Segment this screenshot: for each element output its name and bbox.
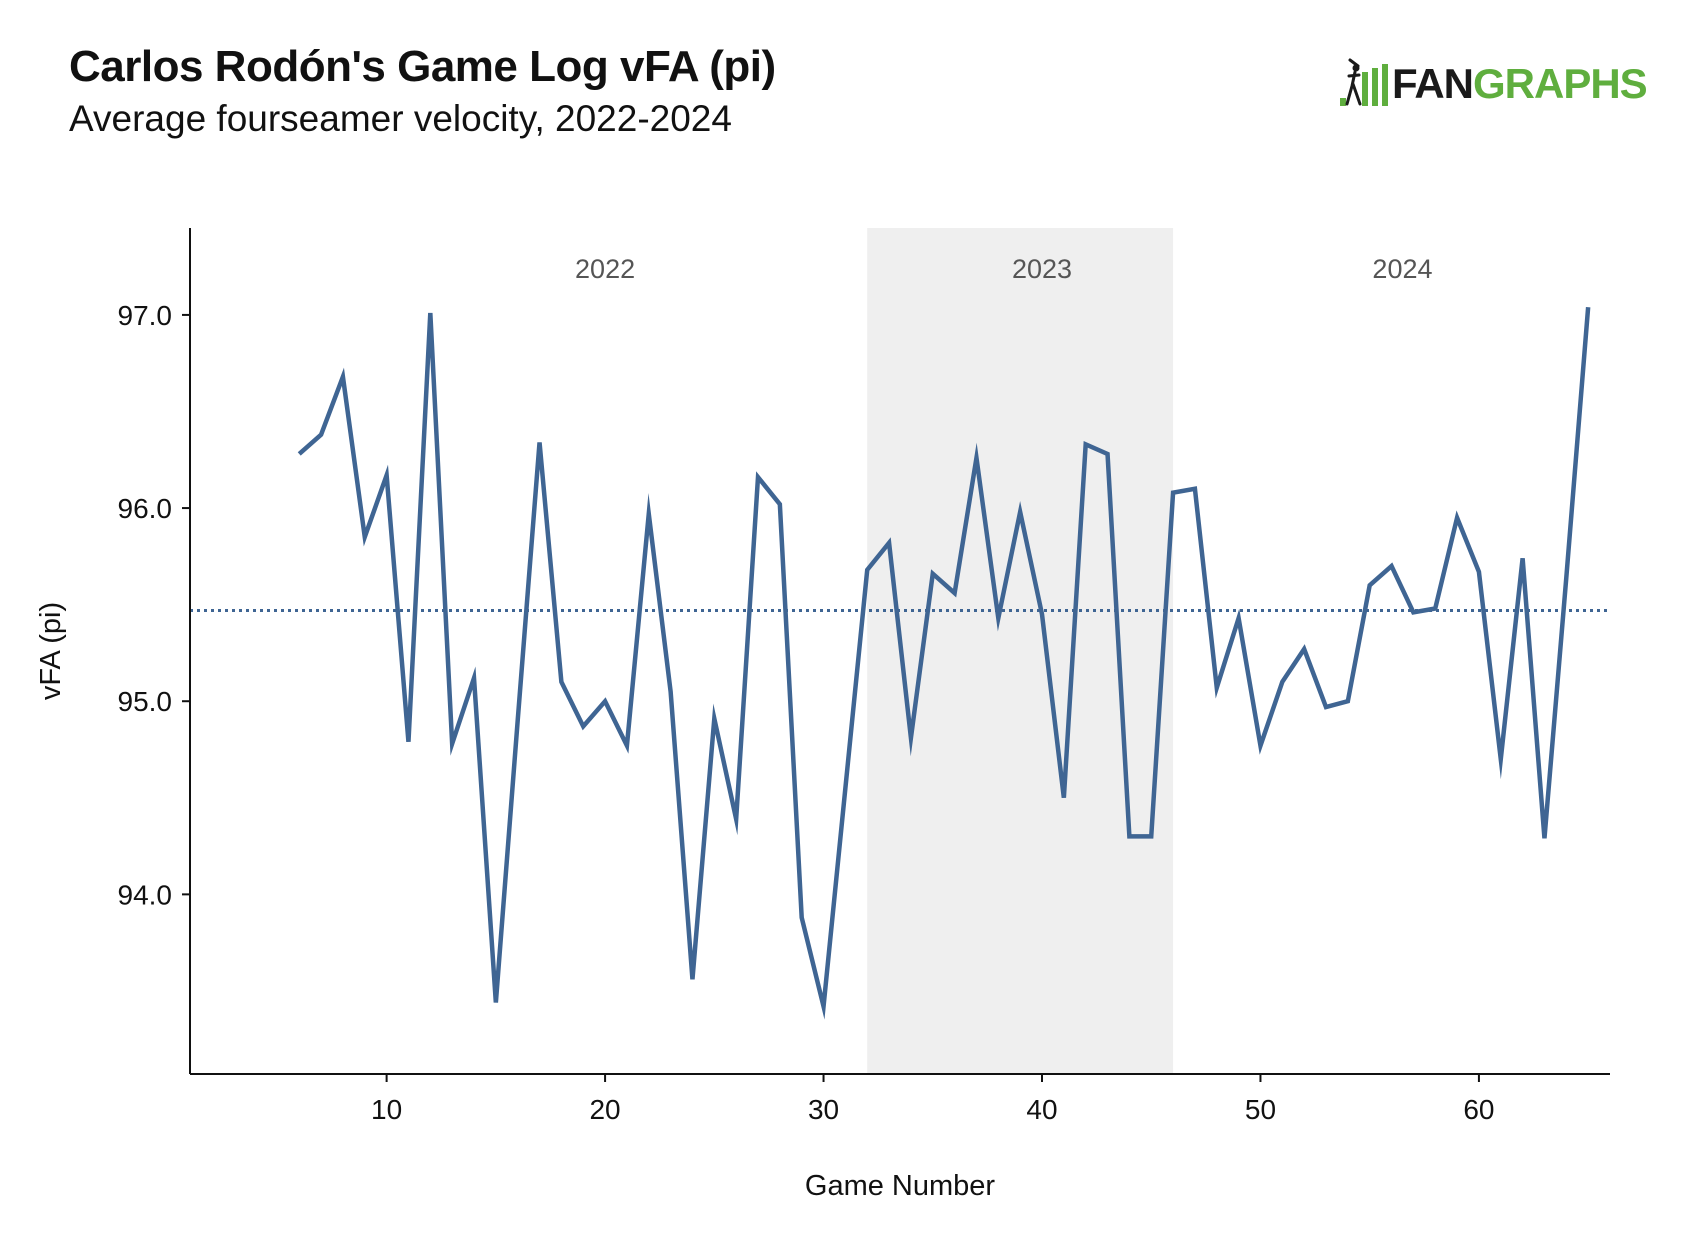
fangraphs-logo: FAN GRAPHS bbox=[1340, 56, 1648, 112]
x-tick-label: 50 bbox=[1245, 1094, 1276, 1125]
logo-text-graphs: GRAPHS bbox=[1473, 60, 1648, 107]
x-tick-label: 60 bbox=[1463, 1094, 1494, 1125]
season-label-2024: 2024 bbox=[1372, 254, 1432, 284]
y-tick-label: 96.0 bbox=[118, 493, 173, 524]
season-shade-2023 bbox=[867, 228, 1174, 1074]
x-axis-title: Game Number bbox=[805, 1170, 996, 1202]
x-tick-label: 10 bbox=[371, 1094, 402, 1125]
labels-layer: 2022 2023 2024 bbox=[575, 254, 1432, 284]
y-axis-title: vFA (pi) bbox=[35, 602, 67, 700]
x-tick-label: 30 bbox=[808, 1094, 839, 1125]
chart-title: Carlos Rodón's Game Log vFA (pi) bbox=[69, 42, 776, 91]
season-label-2022: 2022 bbox=[575, 254, 635, 284]
y-tick-label: 95.0 bbox=[118, 686, 173, 717]
x-tick-label: 20 bbox=[589, 1094, 620, 1125]
chart-subtitle: Average fourseamer velocity, 2022-2024 bbox=[69, 98, 732, 139]
x-tick-label: 40 bbox=[1026, 1094, 1057, 1125]
logo-text-fan: FAN bbox=[1392, 60, 1474, 107]
series-layer bbox=[297, 307, 1591, 1020]
season-label-2023: 2023 bbox=[1012, 254, 1072, 284]
axes-layer: 10 20 30 40 50 60 94.0 95.0 96.0 97.0 Game Number v… bbox=[35, 228, 1610, 1202]
y-tick-label: 94.0 bbox=[118, 879, 173, 910]
series-line bbox=[297, 307, 1591, 1020]
season-shading-layer bbox=[867, 228, 1174, 1074]
fangraphs-logo-icon bbox=[1340, 58, 1388, 106]
y-tick-label: 97.0 bbox=[118, 300, 173, 331]
